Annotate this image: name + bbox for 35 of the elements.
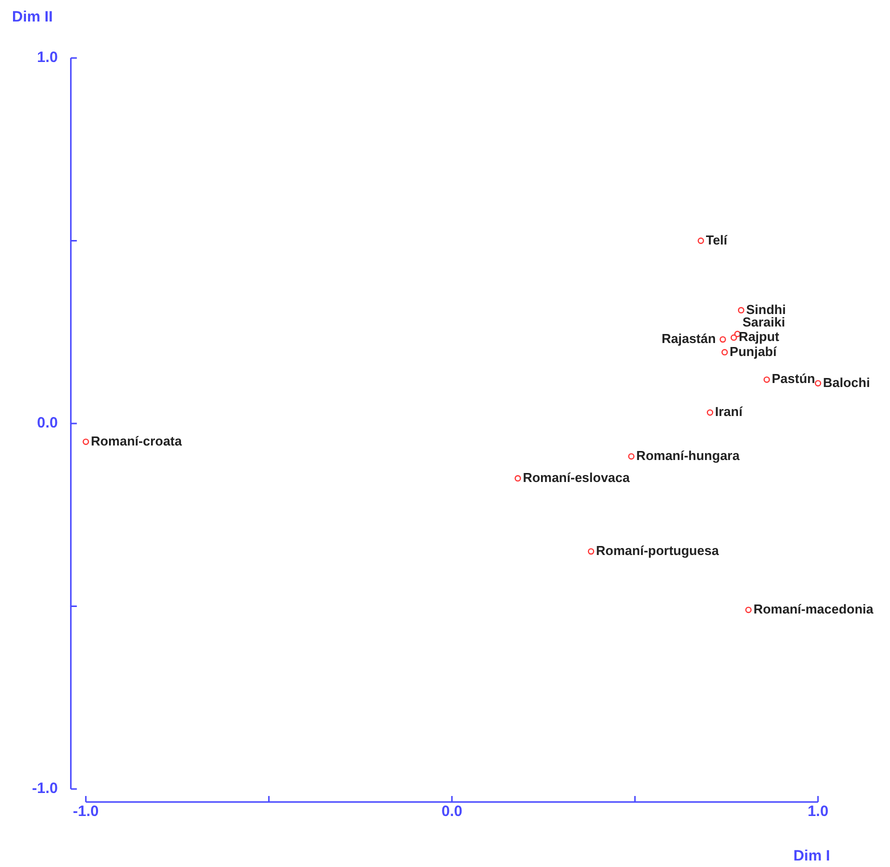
series-label: Pastún [772,371,816,386]
y-axis-title: Dim II [12,8,53,26]
series-label: Romaní-macedonia [753,601,874,616]
series-label: Romaní-portuguesa [596,543,720,558]
point [514,475,522,482]
series-label: Telí [706,232,728,248]
series-label: Rajput [738,329,780,344]
series-label: Sindhi [746,302,786,317]
series-label: Saraiki [742,314,786,330]
point [721,349,728,356]
point [814,380,822,386]
point [82,438,90,445]
series-label: Romaní-hungara [636,448,740,463]
point [720,336,726,343]
series-label: Balochi [823,374,870,390]
x-tick-label: 1.0 [808,803,828,820]
point [698,238,704,244]
x-tick-label: 0.0 [441,803,462,820]
y-tick-label: -1.0 [32,780,58,798]
x-axis-title: Dim I [793,848,830,865]
y-tick-label: 1.0 [36,49,58,66]
point [745,606,752,614]
point [628,453,634,460]
point [738,306,744,314]
point [764,376,770,383]
series-label: Iraní [715,404,743,420]
y-tick-label: 0.0 [36,414,58,432]
x-tick-label: -1.0 [72,803,99,820]
point [730,334,737,341]
series-label: Punjabí [730,344,777,359]
series-label: Rajastán [662,331,716,346]
series-label: Romaní-eslovaca [522,470,631,485]
series-label: Romaní-croata [90,433,183,448]
point [706,409,714,416]
point [588,548,594,555]
